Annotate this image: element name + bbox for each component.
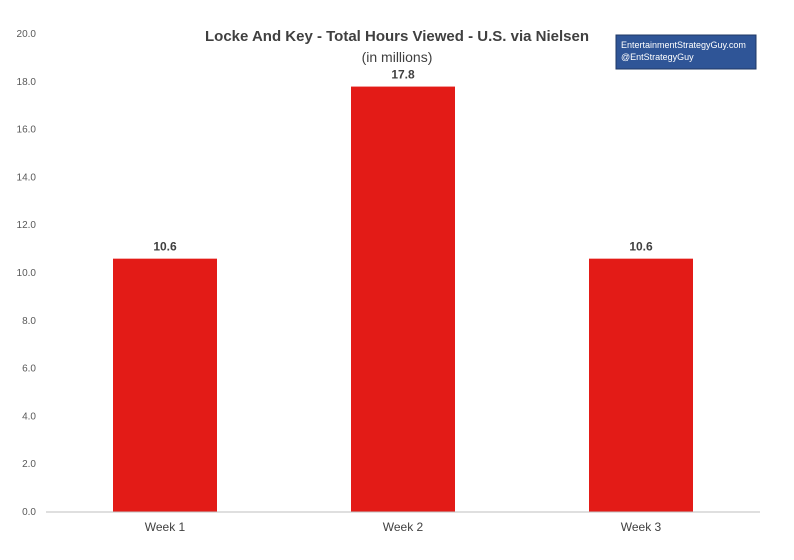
credit-box: EntertainmentStrategyGuy.com @EntStrateg… <box>615 34 757 70</box>
bar-series <box>113 86 693 512</box>
x-axis-category-labels: Week 1 Week 2 Week 3 <box>145 520 662 534</box>
y-tick-label: 6.0 <box>22 364 36 375</box>
credit-line-website: EntertainmentStrategyGuy.com <box>621 40 746 50</box>
y-tick-label: 4.0 <box>22 411 36 422</box>
y-tick-label: 12.0 <box>17 220 37 231</box>
chart-title: Locke And Key - Total Hours Viewed - U.S… <box>205 28 589 45</box>
y-tick-label: 8.0 <box>22 316 36 327</box>
y-tick-label: 0.0 <box>22 507 36 518</box>
bar-week-3 <box>589 258 693 512</box>
y-tick-label: 18.0 <box>17 77 37 88</box>
bar-week-2 <box>351 86 455 512</box>
x-category-label-week-3: Week 3 <box>621 520 662 534</box>
chart-subtitle: (in millions) <box>362 49 433 65</box>
y-tick-label: 14.0 <box>17 172 37 183</box>
data-label-week-2: 17.8 <box>391 68 415 82</box>
x-category-label-week-1: Week 1 <box>145 520 186 534</box>
y-tick-label: 10.0 <box>17 268 37 279</box>
y-axis-tick-labels: 0.0 2.0 4.0 6.0 8.0 10.0 12.0 14.0 16.0 18.0 20.0 <box>17 29 37 518</box>
credit-line-handle: @EntStrategyGuy <box>621 52 694 62</box>
y-tick-label: 16.0 <box>17 125 37 136</box>
x-category-label-week-2: Week 2 <box>383 520 424 534</box>
chart-header: Locke And Key - Total Hours Viewed - U.S… <box>205 28 589 65</box>
y-tick-label: 20.0 <box>17 29 37 40</box>
data-label-week-1: 10.6 <box>153 240 177 254</box>
data-label-week-3: 10.6 <box>629 240 653 254</box>
bar-week-1 <box>113 258 217 512</box>
data-labels: 10.6 17.8 10.6 <box>153 68 653 254</box>
credit-box-background <box>615 34 757 70</box>
y-tick-label: 2.0 <box>22 459 36 470</box>
